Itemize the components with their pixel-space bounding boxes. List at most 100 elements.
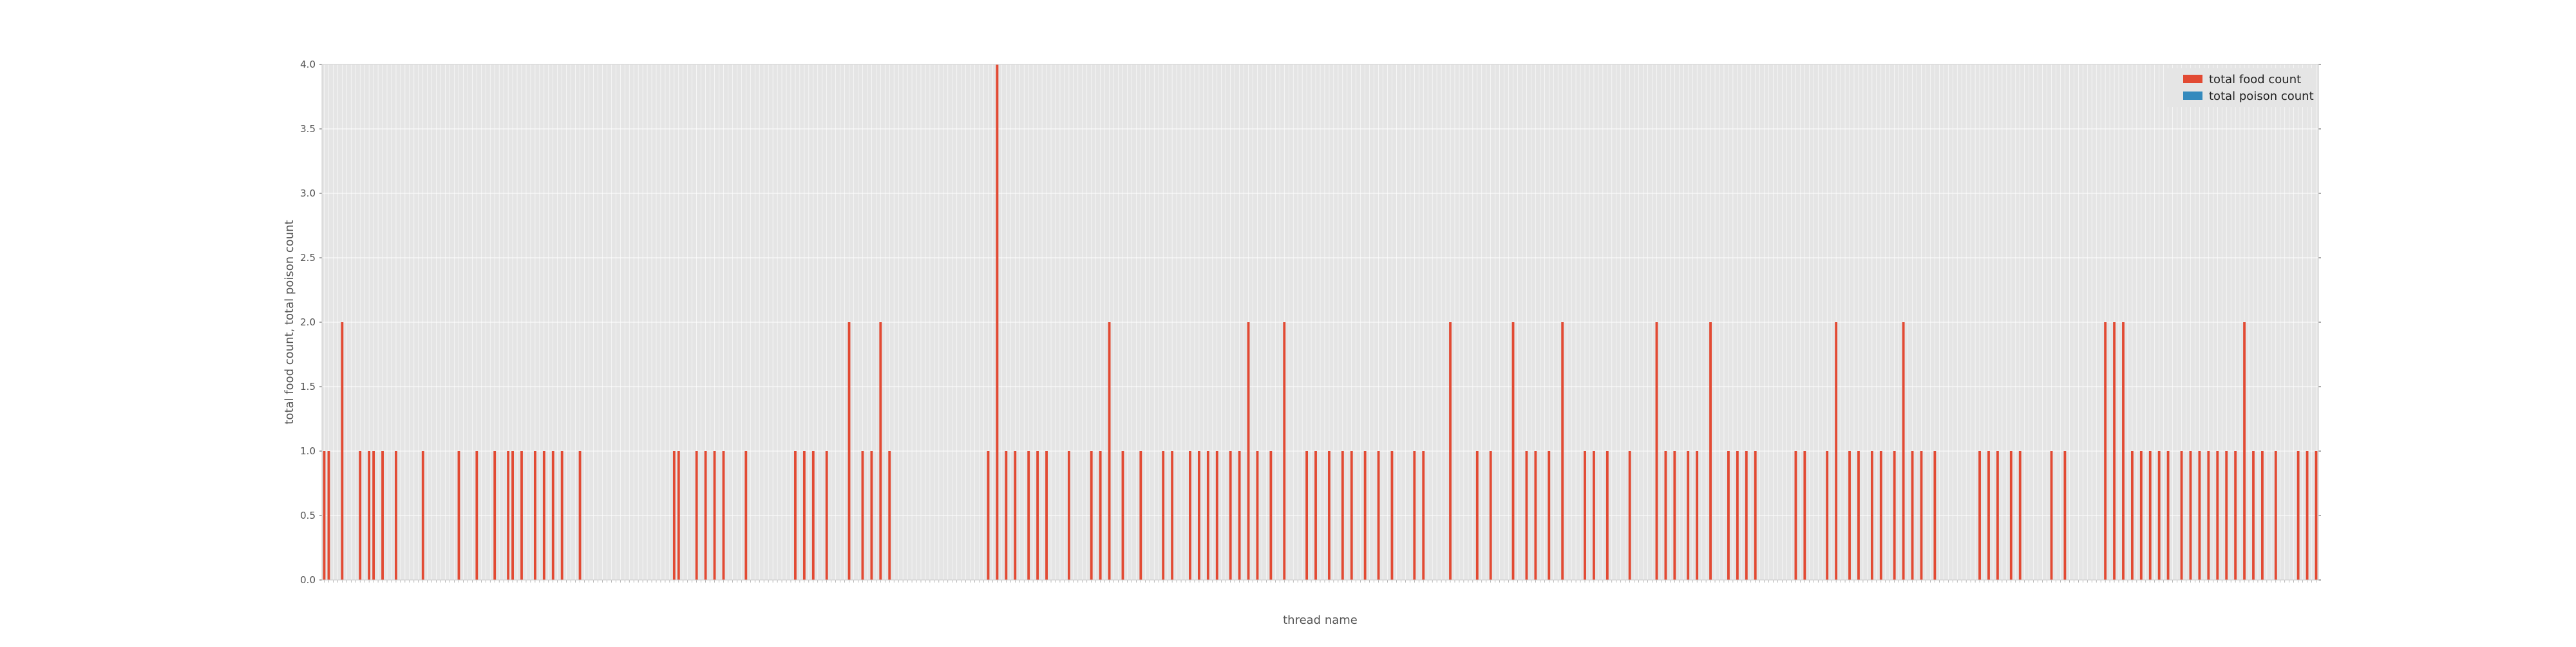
food-bar — [2009, 451, 2012, 580]
food-bar — [1593, 451, 1595, 580]
food-bar — [1687, 451, 1690, 580]
y-axis-label: total food count, total poison count — [283, 220, 296, 424]
food-bar — [1350, 451, 1353, 580]
food-bar — [1736, 451, 1739, 580]
food-bar — [2306, 451, 2309, 580]
legend-label-poison: total poison count — [2209, 90, 2314, 103]
food-bar — [1305, 451, 1309, 580]
food-bar — [2252, 451, 2255, 580]
food-bar — [2122, 322, 2125, 580]
food-bar — [372, 451, 375, 580]
food-bar — [722, 451, 725, 580]
food-bar — [1696, 451, 1699, 580]
food-bar — [848, 322, 851, 580]
food-bar — [1561, 322, 1564, 580]
food-bar — [1014, 451, 1017, 580]
food-bar — [825, 451, 828, 580]
food-bar — [2050, 451, 2053, 580]
food-bar — [1413, 451, 1416, 580]
food-bar — [1139, 451, 1142, 580]
food-bar — [1108, 322, 1111, 580]
food-bar — [1920, 451, 1923, 580]
food-bar — [1090, 451, 1093, 580]
food-bar — [2207, 451, 2210, 580]
food-bar — [861, 451, 864, 580]
food-bar — [1826, 451, 1829, 580]
food-bar — [1996, 451, 1999, 580]
food-bar — [1628, 451, 1631, 580]
y-tick-label: 3.5 — [300, 123, 316, 135]
food-bar — [2274, 451, 2277, 580]
food-bar — [1803, 451, 1806, 580]
food-bar — [1605, 451, 1609, 580]
food-bar — [1848, 451, 1851, 580]
food-bar — [1548, 451, 1551, 580]
food-bar — [744, 451, 748, 580]
food-bar — [1525, 451, 1528, 580]
food-bar — [395, 451, 397, 580]
food-bar — [1893, 451, 1896, 580]
food-bar — [359, 451, 362, 580]
food-bar — [2189, 451, 2192, 580]
food-bar — [1099, 451, 1102, 580]
food-bar — [1664, 451, 1667, 580]
food-bar — [1027, 451, 1030, 580]
food-bar — [811, 451, 815, 580]
legend-label-food: total food count — [2209, 73, 2301, 86]
food-bar — [2148, 451, 2152, 580]
legend: total food count total poison count — [2164, 68, 2315, 107]
food-bar — [341, 322, 344, 580]
food-bar — [1206, 451, 1209, 580]
food-bar — [457, 451, 460, 580]
food-bar — [1754, 451, 1757, 580]
y-tick-label: 0.5 — [300, 510, 316, 521]
legend-swatch-poison — [2183, 92, 2202, 100]
y-tick-label: 2.5 — [300, 252, 316, 264]
food-bar — [323, 451, 326, 580]
food-bar — [511, 451, 514, 580]
food-bar — [1422, 451, 1425, 580]
food-bar — [1238, 451, 1241, 580]
food-bar — [1987, 451, 1990, 580]
legend-swatch-food — [2183, 75, 2202, 83]
food-bar — [879, 322, 882, 580]
food-bar — [1475, 451, 1479, 580]
food-bar — [1534, 451, 1537, 580]
food-bar — [996, 64, 999, 580]
food-bar — [794, 451, 797, 580]
food-bar — [1794, 451, 1797, 580]
ticks: 0.0 0.5 1.0 1.5 2.0 2.5 3.0 3.5 4.0 — [300, 59, 2321, 586]
food-bar — [1489, 451, 1492, 580]
y-tick-label: 0.0 — [300, 574, 316, 586]
food-bar — [520, 451, 523, 580]
food-bar — [560, 451, 564, 580]
food-bar — [987, 451, 990, 580]
food-bar — [1036, 451, 1039, 580]
food-bar — [542, 451, 545, 580]
food-bar — [695, 451, 698, 580]
food-bar — [1390, 451, 1394, 580]
food-bar — [802, 451, 806, 580]
food-bar — [1363, 451, 1367, 580]
food-bar — [1857, 451, 1860, 580]
food-bar — [533, 451, 536, 580]
food-bar — [2198, 451, 2201, 580]
food-bar — [1511, 322, 1515, 580]
food-bar — [2139, 451, 2143, 580]
bars — [323, 64, 2318, 580]
food-bar — [1911, 451, 1914, 580]
y-tick-label: 3.0 — [300, 188, 316, 199]
food-bar — [1197, 451, 1200, 580]
x-axis-label: thread name — [1283, 613, 1358, 627]
food-bar — [1655, 322, 1658, 580]
food-bar — [1121, 451, 1124, 580]
y-tick-label: 4.0 — [300, 59, 316, 70]
food-bar — [1256, 451, 1259, 580]
food-bar — [1005, 451, 1008, 580]
food-bar — [1162, 451, 1165, 580]
food-bar — [1978, 451, 1981, 580]
food-bar — [2225, 451, 2228, 580]
food-bar — [2018, 451, 2022, 580]
food-bar — [1745, 451, 1748, 580]
